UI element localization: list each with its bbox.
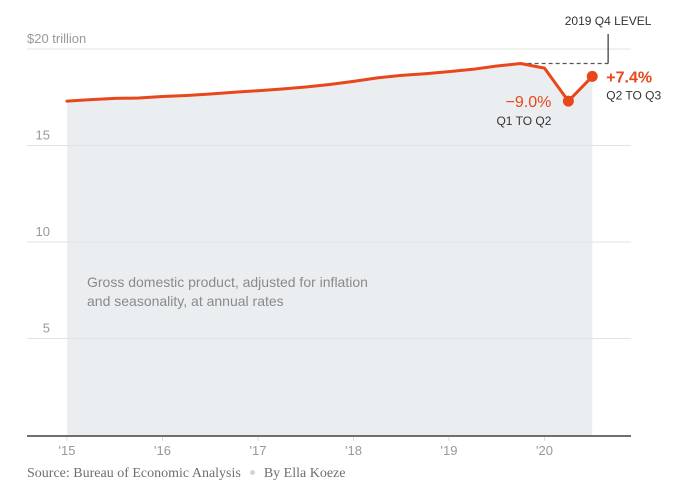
x-tick-label: '20 — [536, 443, 553, 458]
annotation-period: Q2 TO Q3 — [606, 88, 661, 102]
x-tick-label: '16 — [154, 443, 171, 458]
chart-note-line: Gross domestic product, adjusted for inf… — [87, 274, 368, 290]
y-tick-label: 10 — [36, 224, 50, 239]
annotation-point — [562, 95, 574, 107]
reference-level-label: 2019 Q4 LEVEL — [565, 14, 652, 28]
y-tick-label: $20 trillion — [27, 31, 86, 46]
annotation-period: Q1 TO Q2 — [496, 114, 551, 128]
chart-footer: Source: Bureau of Economic Analysis By El… — [27, 466, 345, 482]
gdp-chart: $20 trillion 15 10 5 Gross domestic product,… — [27, 14, 661, 458]
x-tick-label: '15 — [59, 443, 76, 458]
annotation-point — [586, 70, 598, 82]
x-tick-label: '18 — [345, 443, 362, 458]
x-tick-label: '19 — [441, 443, 458, 458]
gdp-area-fill — [67, 63, 593, 435]
y-tick-label: 15 — [36, 128, 50, 143]
separator-dot — [249, 470, 255, 476]
y-tick-label: 5 — [43, 321, 50, 336]
chart-note-line: and seasonality, at annual rates — [87, 293, 284, 309]
x-tick-label: '17 — [250, 443, 267, 458]
annotation-pct: −9.0% — [506, 94, 552, 111]
annotation-pct: +7.4% — [606, 69, 652, 86]
chart-note: Gross domestic product, adjusted for inf… — [87, 274, 368, 309]
source-credit: Source: Bureau of Economic Analysis — [27, 466, 241, 481]
gdp-line — [65, 62, 594, 103]
byline: By Ella Koeze — [263, 466, 346, 481]
